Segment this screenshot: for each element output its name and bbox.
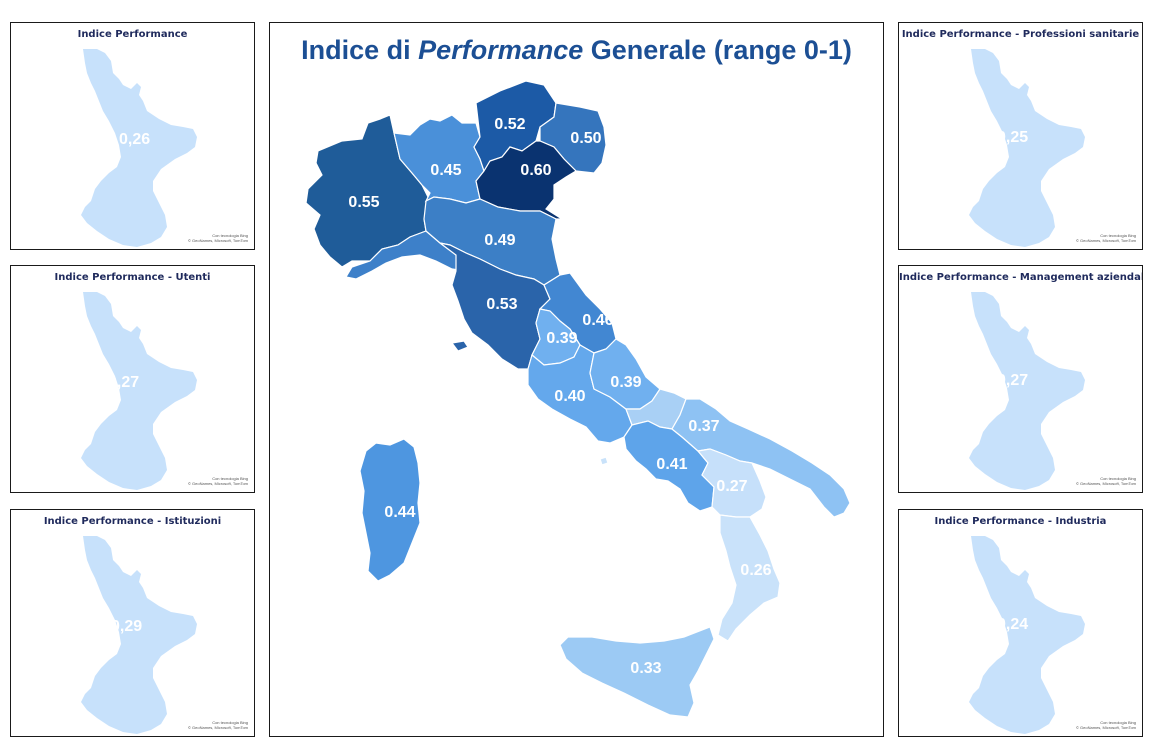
small-map-value: 0,24 [997,616,1029,633]
credit-line-2: © GeoNames, Microsoft, TomTom [188,238,248,243]
calabria-region [81,49,197,247]
island-ischia [599,456,609,466]
calabria-map-panel-professioni-sanitarie: Indice Performance - Professioni sanitar… [898,22,1143,250]
italy-choropleth-map: 0.55 0.45 0.52 0.60 0.50 0.49 0.53 0.46 … [305,80,851,718]
map-credit: Con tecnologia Bing © GeoNames, Microsof… [188,720,248,730]
credit-line-2: © GeoNames, Microsoft, TomTom [1076,725,1136,730]
island-elba [450,340,469,352]
italy-map-panel: Indice di Performance Generale (range 0-… [269,22,884,737]
label-lombardia: 0.45 [430,162,461,179]
calabria-region [81,292,197,490]
small-map-value: 0,25 [997,129,1029,146]
map-credit: Con tecnologia Bing © GeoNames, Microsof… [188,233,248,243]
label-marche: 0.46 [582,312,613,329]
region-liguria [345,230,468,280]
small-map-value: 0,26 [119,131,151,148]
calabria-map [969,292,1085,490]
label-valle-aosta-piemonte: 0.55 [348,194,379,211]
calabria-map-panel-industria: Indice Performance - Industria 0,24 Con … [898,509,1143,737]
calabria-map [81,292,197,490]
credit-line-2: © GeoNames, Microsoft, TomTom [188,725,248,730]
credit-line-1: Con tecnologia Bing [1100,476,1136,481]
calabria-region [969,536,1085,734]
small-map-title: Indice Performance - Istituzioni [43,516,222,527]
title-suffix: Generale (range 0-1) [583,35,852,65]
label-friuli-venezia-giulia: 0.50 [570,130,601,147]
label-lazio: 0.40 [554,388,585,405]
label-sicilia: 0.33 [630,660,661,677]
map-credit: Con tecnologia Bing © GeoNames, Microsof… [188,476,248,486]
label-toscana: 0.53 [486,296,517,313]
main-title: Indice di Performance Generale (range 0-… [270,35,883,66]
label-trentino-alto-adige: 0.52 [494,116,525,133]
region-sicilia [559,626,715,718]
calabria-map [969,49,1085,247]
calabria-map-panel-management-aziendale: Indice Performance - Management aziendal… [898,265,1143,493]
calabria-map-panel-overall: Indice Performance 0,26 Con tecnologia B… [10,22,255,250]
map-credit: Con tecnologia Bing © GeoNames, Microsof… [1076,233,1136,243]
credit-line-1: Con tecnologia Bing [212,720,248,725]
calabria-map-panel-istituzioni: Indice Performance - Istituzioni 0,29 Co… [10,509,255,737]
credit-line-2: © GeoNames, Microsoft, TomTom [1076,481,1136,486]
label-basilicata: 0.27 [716,478,747,495]
region-basilicata [696,448,767,518]
label-emilia-romagna: 0.49 [484,232,515,249]
calabria-map [81,49,197,247]
map-credit: Con tecnologia Bing © GeoNames, Microsof… [1076,720,1136,730]
label-veneto: 0.60 [520,162,551,179]
small-map-title: Indice Performance - Professioni sanitar… [901,29,1140,40]
credit-line-1: Con tecnologia Bing [1100,720,1136,725]
title-prefix: Indice di [301,35,419,65]
region-calabria [717,514,781,642]
credit-line-2: © GeoNames, Microsoft, TomTom [188,481,248,486]
label-campania: 0.41 [656,456,687,473]
label-calabria: 0.26 [740,562,771,579]
small-map-title: Indice Performance - Utenti [54,272,211,283]
credit-line-1: Con tecnologia Bing [212,476,248,481]
title-italic: Performance [418,35,584,65]
label-sardegna: 0.44 [384,504,415,521]
credit-line-2: © GeoNames, Microsoft, TomTom [1076,238,1136,243]
calabria-map [81,536,197,734]
label-umbria: 0.39 [546,330,577,347]
credit-line-1: Con tecnologia Bing [1100,233,1136,238]
calabria-map-panel-utenti: Indice Performance - Utenti 0,27 Con tec… [10,265,255,493]
small-map-value: 0,27 [997,372,1029,389]
credit-line-1: Con tecnologia Bing [212,233,248,238]
small-map-title: Indice Performance [77,29,188,40]
label-puglia: 0.37 [688,418,719,435]
map-credit: Con tecnologia Bing © GeoNames, Microsof… [1076,476,1136,486]
small-map-value: 0,27 [108,374,140,391]
region-sardegna [359,438,421,582]
calabria-region [81,536,197,734]
small-map-value: 0,29 [111,618,143,635]
region-friuli-venezia-giulia [539,102,607,174]
small-map-title: Indice Performance - Industria [934,516,1107,527]
calabria-region [969,292,1085,490]
label-abruzzo: 0.39 [610,374,641,391]
calabria-map [969,536,1085,734]
calabria-region [969,49,1085,247]
small-map-title: Indice Performance - Management aziendal… [899,272,1143,283]
